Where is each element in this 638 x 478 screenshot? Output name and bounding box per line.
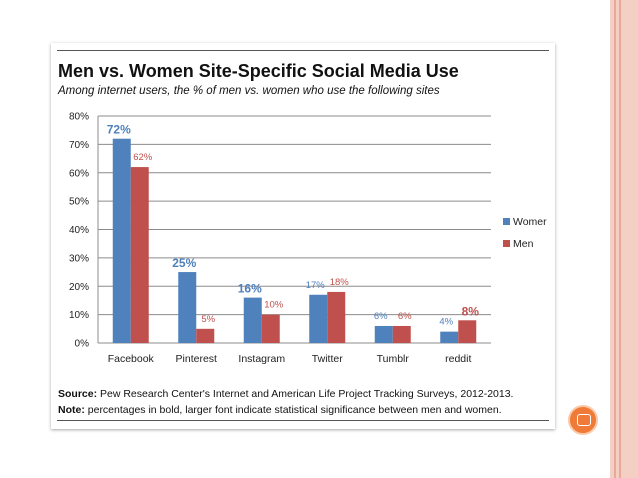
data-label: 16% (238, 282, 262, 296)
source-line: Source: Pew Research Center's Internet a… (58, 388, 513, 400)
data-label: 5% (201, 314, 215, 325)
nav-glyph-icon (577, 414, 591, 426)
legend-swatch (503, 218, 510, 225)
y-tick-label: 0% (75, 339, 90, 350)
bar (178, 272, 197, 343)
y-tick-label: 10% (69, 310, 89, 321)
data-label: 18% (330, 277, 350, 288)
data-label: 72% (107, 123, 131, 137)
bar (309, 294, 328, 343)
chart-subtitle: Among internet users, the % of men vs. w… (58, 85, 440, 97)
bar (374, 325, 393, 343)
note-label: Note: (58, 404, 85, 416)
legend-label: Men (513, 238, 534, 250)
bar (130, 167, 149, 343)
bar (327, 291, 346, 343)
legend-swatch (503, 240, 510, 247)
top-rule (57, 50, 549, 51)
x-tick-label: Tumblr (377, 353, 410, 365)
legend-label: Womer (513, 216, 547, 228)
data-label: 8% (462, 304, 480, 318)
note-line: Note: percentages in bold, larger font i… (58, 404, 502, 416)
bottom-rule (57, 420, 549, 421)
bar (243, 297, 262, 343)
bar (196, 328, 215, 343)
data-label: 6% (374, 311, 388, 322)
x-tick-label: Pinterest (176, 353, 218, 365)
x-tick-label: Facebook (108, 353, 155, 365)
source-label: Source: (58, 388, 98, 400)
y-tick-label: 40% (69, 225, 89, 236)
x-tick-label: Instagram (238, 353, 285, 365)
y-tick-label: 60% (69, 168, 89, 179)
y-tick-label: 20% (69, 282, 89, 293)
x-tick-label: reddit (445, 353, 471, 365)
chart-card: Men vs. Women Site-Specific Social Media… (51, 43, 555, 429)
data-label: 62% (133, 152, 153, 163)
slide-right-border (610, 0, 638, 478)
y-tick-label: 30% (69, 253, 89, 264)
chart-title: Men vs. Women Site-Specific Social Media… (58, 61, 459, 81)
bar (440, 331, 459, 343)
data-label: 4% (439, 317, 453, 328)
bar (392, 325, 411, 343)
y-tick-label: 80% (69, 112, 89, 123)
data-label: 25% (172, 256, 196, 270)
y-tick-label: 50% (69, 197, 89, 208)
source-text: Pew Research Center's Internet and Ameri… (97, 388, 514, 400)
x-tick-label: Twitter (312, 353, 343, 365)
data-label: 17% (306, 280, 326, 291)
bar-chart: 0% 10% 20% 30% 40% 50% 60% 70% 80% Facebook 72% 62%… (69, 112, 547, 366)
y-tick-label: 70% (69, 140, 89, 151)
note-text: percentages in bold, larger font indicat… (84, 404, 502, 416)
bar (458, 320, 477, 343)
data-label: 6% (398, 311, 412, 322)
bar (112, 138, 131, 343)
bar (261, 314, 280, 343)
data-label: 10% (264, 300, 284, 311)
slide-nav-button[interactable] (568, 405, 598, 435)
